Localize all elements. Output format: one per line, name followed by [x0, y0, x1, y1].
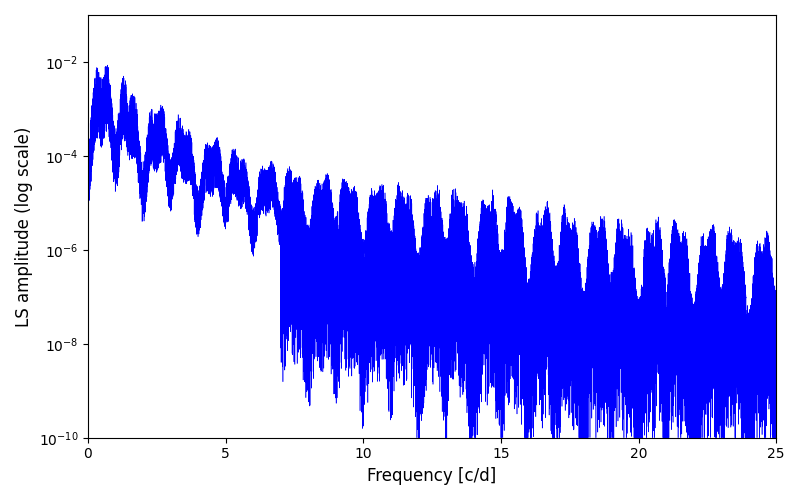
X-axis label: Frequency [c/d]: Frequency [c/d]: [367, 467, 497, 485]
Y-axis label: LS amplitude (log scale): LS amplitude (log scale): [15, 126, 33, 326]
